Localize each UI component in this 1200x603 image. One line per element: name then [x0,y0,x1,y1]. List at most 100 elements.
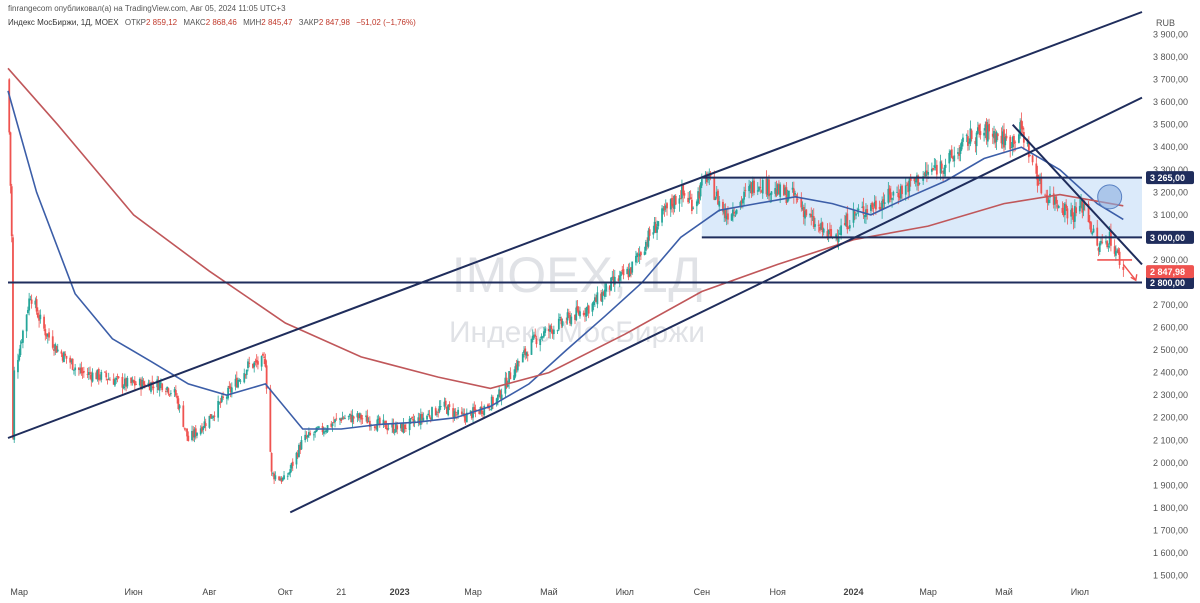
candle [462,408,464,416]
candle [36,307,39,319]
candle [591,302,594,317]
candle-body [391,423,394,428]
trendline[interactable] [289,96,1143,514]
candle-body [753,180,755,193]
candle [559,313,561,321]
candle-body [55,346,58,353]
candle [792,181,795,204]
candle-body [312,434,315,436]
candle-body [403,424,406,430]
candle [1009,135,1012,158]
candle-body [875,200,877,210]
candle-body [99,378,101,380]
candle [1061,201,1064,215]
candle-body [601,292,604,302]
candle-body [56,349,59,352]
candle-body [551,329,554,335]
candle [126,375,129,389]
candle-body [48,332,50,338]
candle-body [347,416,350,417]
candle [515,359,518,373]
candle-body [243,373,246,383]
candle [892,190,895,201]
candle-body [549,325,552,332]
candle [9,131,12,194]
candle [524,345,527,360]
candle [123,373,126,391]
candle-body [967,136,969,146]
y-tick-label: 1 800,00 [1153,503,1188,513]
symbol-ohlc-legend: Индекс МосБиржи, 1Д, MOEX ОТКР2 859,12 М… [8,18,416,27]
candle-body [8,79,11,133]
candle [82,366,85,378]
candle-body [142,381,145,385]
candle-body [843,223,846,226]
candle [19,340,22,357]
candle-body [1061,207,1064,213]
candle [933,158,936,171]
candle-body [743,191,746,200]
candle-body [291,461,294,466]
candle [613,269,616,292]
candle-body [801,207,804,210]
candle [392,418,395,434]
candle-body [217,400,220,418]
candle [646,237,649,250]
candle-body [908,178,911,192]
candle-body [514,366,517,377]
candle [534,328,537,339]
candle [785,182,788,205]
candle-body [533,334,535,338]
candle-body [427,413,430,416]
candle-body [365,415,368,418]
candle-body [429,417,432,420]
candle-body [879,206,882,210]
candle [661,204,663,227]
candle-body [1040,178,1043,194]
candle-body [845,215,847,227]
candle-body [288,472,290,475]
candle-body [174,390,177,396]
candle [993,125,995,145]
candle-body [22,330,24,343]
candle-body [116,376,119,377]
candle-body [643,251,646,255]
candle [934,158,937,171]
candle-body [131,379,134,383]
candle-body [630,267,632,274]
candle-body [741,199,744,204]
candle-body [904,185,907,195]
candle-body [73,369,75,371]
high-label: МАКС [183,18,206,27]
candle [193,427,196,443]
candle-body [431,407,433,421]
candle-body [135,384,137,385]
candle [339,417,341,425]
candle [117,376,120,380]
candle [417,412,420,427]
candle-body [778,183,780,195]
candle [848,219,851,232]
candle-body [996,133,999,137]
candle-body [483,406,486,416]
candle [187,431,190,442]
candle [54,342,57,356]
down-arrow-shaft[interactable] [1122,264,1137,281]
candle [403,424,406,433]
candle [278,475,280,481]
candle-body [1122,266,1125,270]
y-tick-label: 3 100,00 [1153,210,1188,220]
candle-body [970,130,973,140]
x-tick-label: Сен [694,587,711,597]
trendline[interactable] [7,11,1143,439]
candle [958,144,961,162]
trendline[interactable] [1011,124,1143,266]
candle [1005,128,1008,141]
candle-body [257,361,259,365]
candle [382,414,385,428]
candle [1057,204,1060,209]
highlight-circle-marker[interactable] [1097,184,1123,210]
candle-body [975,132,978,147]
candle [408,415,411,436]
